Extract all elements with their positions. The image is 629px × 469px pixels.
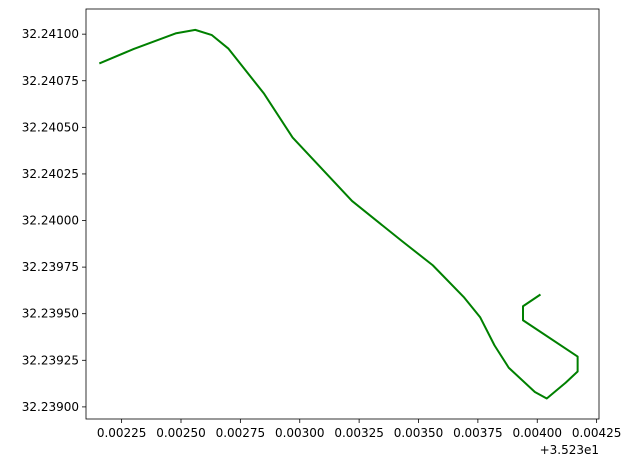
y-tick-label: 32.24050 [22, 120, 79, 134]
x-tick-label: 0.00275 [216, 426, 266, 440]
series-layer [98, 28, 579, 400]
x-tick-label: 0.00425 [572, 426, 622, 440]
y-tick-label: 32.23925 [22, 353, 79, 367]
y-tick-label: 32.24025 [22, 167, 79, 181]
x-tick-label: 0.00400 [512, 426, 562, 440]
y-tick-label: 32.23975 [22, 260, 79, 274]
y-tick-label: 32.24000 [22, 214, 79, 228]
y-tick-label: 32.24075 [22, 74, 79, 88]
x-tick-label: 0.00350 [394, 426, 444, 440]
x-tick-label: 0.00300 [275, 426, 325, 440]
x-tick-label: 0.00225 [97, 426, 147, 440]
y-tick-label: 32.24100 [22, 27, 79, 41]
y-tick-label: 32.23950 [22, 307, 79, 321]
x-axis-offset-text: +3.523e1 [540, 443, 599, 457]
x-axis: 0.00225 0.00250 0.00275 0.00300 0.00325 0.003… [97, 419, 622, 440]
x-tick-label: 0.00375 [453, 426, 503, 440]
plot-frame [85, 8, 600, 420]
y-axis: 32.23900 32.23925 32.23950 32.23975 32.24000… [22, 27, 86, 414]
x-tick-label: 0.00250 [156, 426, 206, 440]
series-line-2 [98, 28, 579, 400]
y-tick-label: 32.23900 [22, 400, 79, 414]
x-tick-label: 0.00325 [334, 426, 384, 440]
